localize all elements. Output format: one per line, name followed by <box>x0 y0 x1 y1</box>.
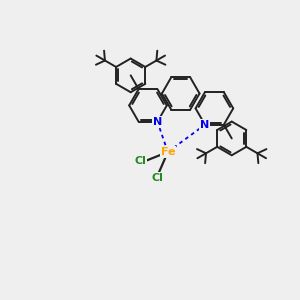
Text: N: N <box>153 117 162 127</box>
Text: Fe: Fe <box>160 147 175 157</box>
Text: N: N <box>200 120 210 130</box>
Text: Cl: Cl <box>152 173 164 183</box>
Text: Cl: Cl <box>134 156 146 166</box>
